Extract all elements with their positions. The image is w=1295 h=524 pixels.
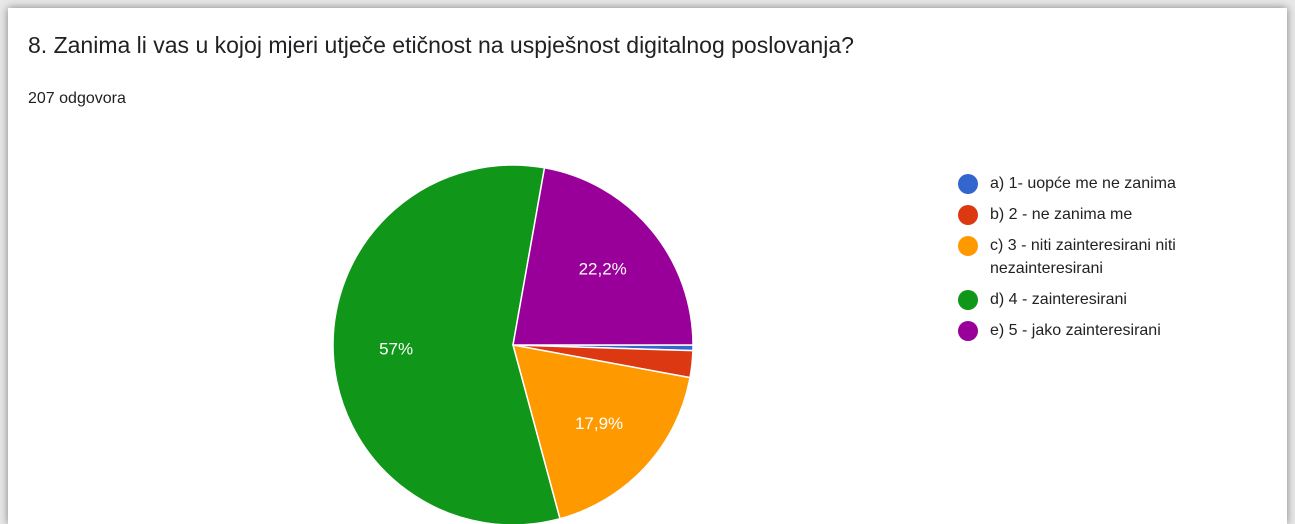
legend-item: b) 2 - ne zanima me: [958, 203, 1283, 226]
legend-item: c) 3 - niti zainteresirani niti nezainte…: [958, 234, 1283, 280]
pie-chart: 17,9% 57% 22,2%: [332, 164, 694, 524]
legend-swatch: [958, 174, 978, 194]
pie-slice: [512, 166, 694, 346]
legend-swatch: [958, 236, 978, 256]
legend-item: a) 1- uopće me ne zanima: [958, 172, 1283, 195]
slice-label: 57%: [379, 340, 413, 359]
pie-slice: [511, 344, 691, 520]
response-count: 207 odgovora: [28, 90, 126, 107]
slice-label: 22,2%: [579, 259, 627, 278]
card: 8. Zanima li vas u kojoj mjeri utječe et…: [8, 8, 1287, 524]
question-title: 8. Zanima li vas u kojoj mjeri utječe et…: [28, 32, 854, 58]
legend-swatch: [958, 290, 978, 310]
legend-swatch: [958, 205, 978, 225]
legend: a) 1- uopće me ne zanima b) 2 - ne zanima…: [958, 172, 1283, 350]
legend-swatch: [958, 321, 978, 341]
legend-label: e) 5 - jako zainteresirani: [990, 322, 1161, 339]
slice-label: 17,9%: [575, 414, 623, 433]
legend-label: a) 1- uopće me ne zanima: [990, 175, 1176, 192]
pie-slice: [332, 164, 561, 524]
legend-label: d) 4 - zainteresirani: [990, 291, 1127, 308]
legend-label: c) 3 - niti zainteresirani niti nezainte…: [990, 237, 1176, 277]
legend-item: e) 5 - jako zainteresirani: [958, 319, 1283, 342]
legend-label: b) 2 - ne zanima me: [990, 206, 1133, 223]
legend-item: d) 4 - zainteresirani: [958, 288, 1283, 311]
